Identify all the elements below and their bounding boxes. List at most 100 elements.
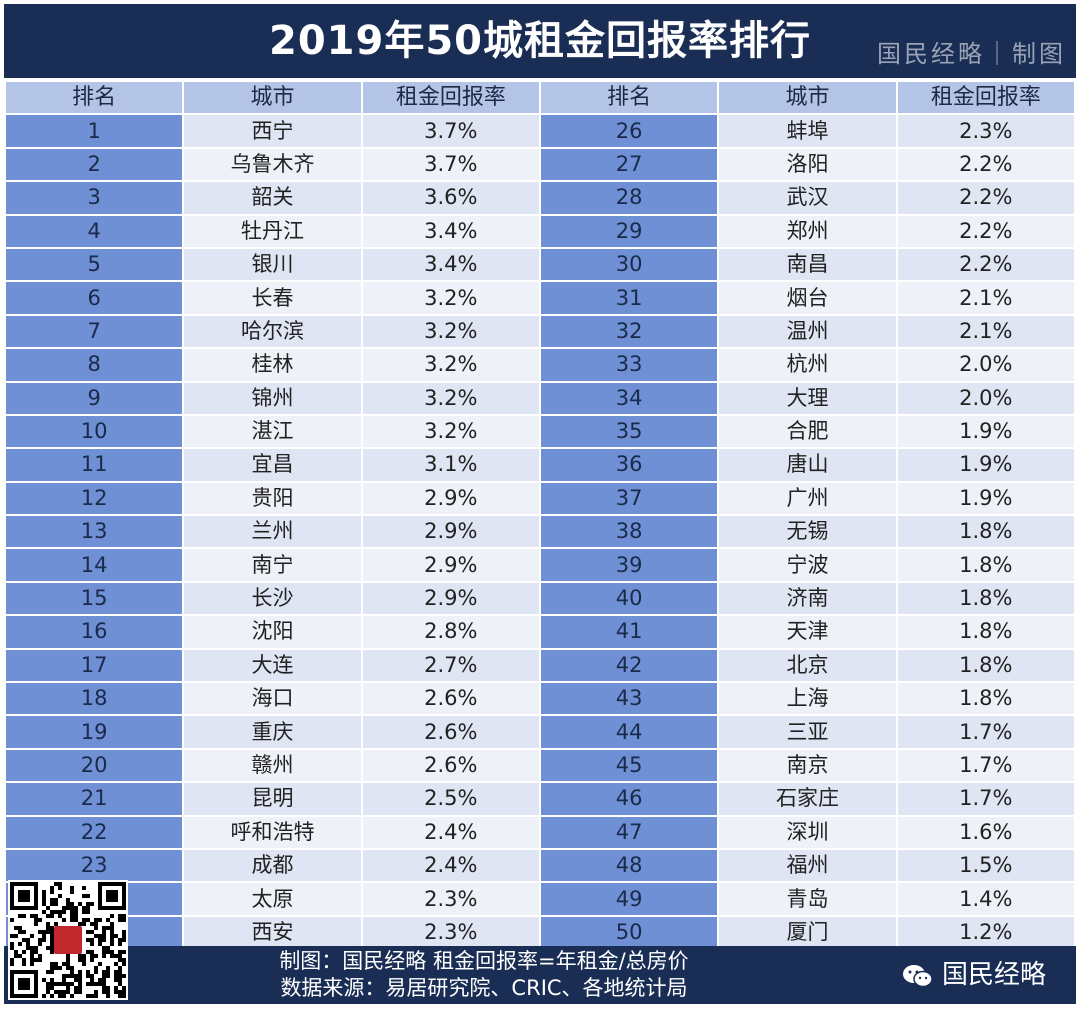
rank-value: 29 xyxy=(540,215,718,247)
city-name: 哈尔滨 xyxy=(184,315,361,348)
rank-value: 1 xyxy=(6,115,183,147)
city-name: 郑州 xyxy=(719,215,896,247)
table-body: 1 西宁 3.7% 26 蚌埠 2.3% 2 乌鲁木齐 3.7% 27 洛阳 2.2% 3 韶关 3.6% 2… xyxy=(6,115,1074,949)
rank-value: 33 xyxy=(540,349,718,381)
rent-yield: 3.2% xyxy=(362,382,539,414)
table-row: 1 西宁 3.7% 26 蚌埠 2.3% xyxy=(6,115,1074,147)
rent-yield: 1.9% xyxy=(897,482,1074,515)
rank-value: 50 xyxy=(540,916,718,949)
city-name: 南宁 xyxy=(184,549,361,581)
city-name: 武汉 xyxy=(719,182,896,214)
table-row: 13 兰州 2.9% 38 无锡 1.8% xyxy=(6,516,1074,548)
rent-yield: 2.6% xyxy=(362,749,539,782)
rent-yield: 2.0% xyxy=(897,349,1074,381)
city-name: 杭州 xyxy=(719,349,896,381)
column-header-rank: 排名 xyxy=(6,82,183,114)
city-name: 福州 xyxy=(719,849,896,882)
table-header-row: 排名 城市 租金回报率 排名 城市 租金回报率 xyxy=(6,82,1074,114)
wechat-icon xyxy=(902,963,934,989)
city-name: 三亚 xyxy=(719,716,896,748)
rent-yield: 1.4% xyxy=(897,883,1074,915)
rent-yield: 1.8% xyxy=(897,683,1074,715)
rank-value: 20 xyxy=(6,749,183,782)
rent-yield: 3.4% xyxy=(362,248,539,281)
rank-value: 40 xyxy=(540,582,718,615)
rent-yield: 2.8% xyxy=(362,616,539,648)
city-name: 厦门 xyxy=(719,916,896,949)
table-row: 10 湛江 3.2% 35 合肥 1.9% xyxy=(6,415,1074,448)
rank-value: 12 xyxy=(6,482,183,515)
rent-yield: 3.2% xyxy=(362,315,539,348)
rank-value: 43 xyxy=(540,683,718,715)
city-name: 上海 xyxy=(719,683,896,715)
rent-yield: 2.3% xyxy=(897,115,1074,147)
city-name: 南昌 xyxy=(719,248,896,281)
table-row: 19 重庆 2.6% 44 三亚 1.7% xyxy=(6,716,1074,748)
column-header-rate: 租金回报率 xyxy=(897,82,1074,114)
qr-code[interactable] xyxy=(8,880,128,1000)
rent-yield: 3.2% xyxy=(362,349,539,381)
rent-yield: 2.3% xyxy=(362,883,539,915)
rent-yield: 2.6% xyxy=(362,683,539,715)
rank-value: 7 xyxy=(6,315,183,348)
rent-yield: 2.9% xyxy=(362,549,539,581)
city-name: 洛阳 xyxy=(719,148,896,181)
rent-yield: 1.7% xyxy=(897,783,1074,815)
table-row: 9 锦州 3.2% 34 大理 2.0% xyxy=(6,382,1074,414)
rank-value: 18 xyxy=(6,683,183,715)
city-name: 温州 xyxy=(719,315,896,348)
rank-value: 35 xyxy=(540,415,718,448)
city-name: 贵阳 xyxy=(184,482,361,515)
city-name: 海口 xyxy=(184,683,361,715)
rent-yield: 2.4% xyxy=(362,816,539,848)
rank-value: 14 xyxy=(6,549,183,581)
qr-seal-logo xyxy=(54,926,82,954)
rent-yield: 3.7% xyxy=(362,115,539,147)
city-name: 银川 xyxy=(184,248,361,281)
rent-yield: 1.8% xyxy=(897,616,1074,648)
rank-value: 15 xyxy=(6,582,183,615)
rent-yield: 1.8% xyxy=(897,582,1074,615)
city-name: 锦州 xyxy=(184,382,361,414)
city-name: 济南 xyxy=(719,582,896,615)
city-name: 石家庄 xyxy=(719,783,896,815)
rank-value: 38 xyxy=(540,516,718,548)
footer-note: 制图：国民经略 租金回报率=年租金/总房价 xyxy=(279,949,689,973)
rank-value: 19 xyxy=(6,716,183,748)
rank-value: 8 xyxy=(6,349,183,381)
city-name: 韶关 xyxy=(184,182,361,214)
rank-value: 42 xyxy=(540,649,718,682)
ranking-table: 排名 城市 租金回报率 排名 城市 租金回报率 1 西宁 3.7% 26 蚌埠 2.3% 2… xyxy=(4,80,1076,950)
rent-yield: 2.7% xyxy=(362,649,539,682)
rent-yield: 2.6% xyxy=(362,716,539,748)
column-header-rate: 租金回报率 xyxy=(362,82,539,114)
city-name: 湛江 xyxy=(184,415,361,448)
city-name: 长春 xyxy=(184,282,361,314)
rank-value: 13 xyxy=(6,516,183,548)
rent-yield: 2.3% xyxy=(362,916,539,949)
column-header-rank: 排名 xyxy=(540,82,718,114)
rank-value: 37 xyxy=(540,482,718,515)
city-name: 南京 xyxy=(719,749,896,782)
rank-value: 47 xyxy=(540,816,718,848)
rent-yield: 3.1% xyxy=(362,449,539,481)
page-title: 2019年50城租金回报率排行 xyxy=(269,18,811,64)
rent-yield: 3.6% xyxy=(362,182,539,214)
city-name: 宁波 xyxy=(719,549,896,581)
rank-value: 9 xyxy=(6,382,183,414)
rent-yield: 3.2% xyxy=(362,282,539,314)
rent-yield: 1.9% xyxy=(897,415,1074,448)
city-name: 深圳 xyxy=(719,816,896,848)
rank-value: 34 xyxy=(540,382,718,414)
rent-yield: 2.2% xyxy=(897,248,1074,281)
rank-value: 26 xyxy=(540,115,718,147)
rank-value: 16 xyxy=(6,616,183,648)
city-name: 大连 xyxy=(184,649,361,682)
qr-code-image xyxy=(10,882,126,998)
city-name: 西安 xyxy=(184,916,361,949)
rent-yield: 1.7% xyxy=(897,749,1074,782)
rent-yield: 2.9% xyxy=(362,582,539,615)
footer-brand-label: 国民经略 xyxy=(941,960,1046,990)
city-name: 西宁 xyxy=(184,115,361,147)
city-name: 蚌埠 xyxy=(719,115,896,147)
